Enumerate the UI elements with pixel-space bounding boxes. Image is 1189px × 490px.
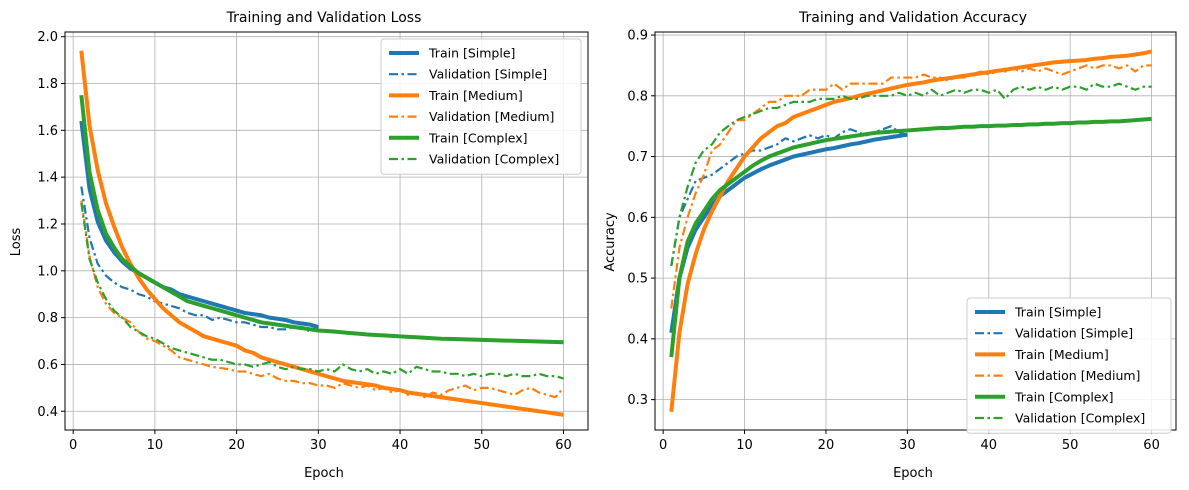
loss-ytick-label: 1.8 (37, 77, 58, 92)
accuracy-chart-xlabel: Epoch (893, 466, 933, 481)
loss-ytick-label: 0.8 (37, 311, 58, 326)
accuracy-chart: Training and Validation Accuracy Epoch A… (603, 10, 1177, 481)
loss-xtick-label: 60 (555, 438, 572, 453)
loss-ytick-label: 0.6 (37, 358, 58, 373)
loss-xtick-label: 10 (147, 438, 164, 453)
loss-ytick-label: 1.6 (37, 124, 58, 139)
accuracy-ytick-label: 0.6 (627, 211, 648, 226)
loss-series-validation-complex (80, 202, 564, 380)
accuracy-legend-label: Train [Medium] (1014, 347, 1109, 362)
accuracy-chart-ylabel: Accuracy (603, 212, 618, 272)
loss-legend-label: Validation [Medium] (429, 109, 554, 124)
loss-xtick-label: 0 (69, 438, 77, 453)
loss-legend-label: Train [Complex] (428, 130, 528, 145)
loss-ytick-label: 1.2 (37, 217, 58, 232)
accuracy-legend-label: Validation [Complex] (1015, 411, 1145, 426)
loss-legend-label: Train [Medium] (428, 88, 523, 103)
loss-xtick-label: 30 (310, 438, 327, 453)
loss-chart-xlabel: Epoch (304, 466, 344, 481)
loss-ytick-label: 0.4 (37, 405, 58, 420)
accuracy-series-train-medium (669, 49, 1153, 412)
loss-series-train-medium (79, 50, 564, 417)
loss-xtick-label: 40 (392, 438, 409, 453)
accuracy-legend-box (966, 297, 1172, 434)
loss-legend-box (380, 38, 582, 175)
accuracy-legend-label: Train [Simple] (1014, 305, 1101, 320)
loss-series-validation-simple (80, 186, 319, 333)
accuracy-plot-frame (654, 31, 1177, 431)
accuracy-grid (655, 32, 1176, 430)
loss-legend-label: Validation [Complex] (429, 152, 559, 167)
accuracy-series-train-complex (669, 116, 1152, 358)
loss-legend: Train [Simple] Validation [Simple] Train [… (380, 38, 582, 175)
accuracy-legend: Train [Simple] Validation [Simple] Train [… (966, 297, 1172, 434)
accuracy-ytick-label: 0.8 (627, 89, 648, 104)
accuracy-series-group (669, 49, 1153, 412)
loss-plot-frame (64, 31, 589, 431)
loss-series-validation-medium (80, 200, 565, 399)
accuracy-xtick-label: 30 (899, 438, 916, 453)
accuracy-ytick-label: 0.7 (627, 150, 648, 165)
accuracy-series-validation-medium (670, 64, 1152, 309)
loss-chart: Training and Validation Loss Epoch Loss … (9, 10, 589, 481)
accuracy-series-train-simple (669, 132, 908, 334)
accuracy-xtick-label: 10 (736, 438, 753, 453)
loss-legend-label: Validation [Simple] (429, 67, 547, 82)
loss-legend-label: Train [Simple] (428, 46, 515, 61)
loss-series-train-complex (79, 94, 564, 345)
accuracy-series-validation-complex (670, 82, 1152, 267)
accuracy-chart-title: Training and Validation Accuracy (798, 10, 1027, 26)
accuracy-legend-label: Train [Complex] (1014, 389, 1114, 404)
loss-chart-ylabel: Loss (9, 228, 24, 257)
accuracy-xtick-label: 60 (1143, 438, 1160, 453)
accuracy-ytick-label: 0.3 (627, 393, 648, 408)
loss-ytick-label: 2.0 (37, 30, 58, 45)
loss-xtick-label: 50 (473, 438, 490, 453)
loss-xtick-label: 20 (228, 438, 245, 453)
loss-ytick-label: 1.0 (37, 264, 58, 279)
accuracy-legend-label: Validation [Medium] (1015, 368, 1140, 383)
accuracy-ytick-label: 0.5 (627, 272, 648, 287)
accuracy-ytick-label: 0.9 (627, 29, 648, 44)
accuracy-xtick-label: 0 (659, 438, 667, 453)
loss-ytick-label: 1.4 (37, 171, 58, 186)
loss-chart-title: Training and Validation Loss (226, 10, 422, 26)
accuracy-xtick-label: 50 (1062, 438, 1079, 453)
accuracy-legend-label: Validation [Simple] (1015, 326, 1133, 341)
accuracy-ticks: 0 10 20 30 40 50 60 0.3 0.4 0.5 0.6 0.7 0.8 0.9 (627, 29, 1160, 453)
loss-series-group (79, 50, 565, 417)
loss-ticks: 0 10 20 30 40 50 60 0.4 0.6 0.8 1.0 1.2 1.4 1.6 1.8 2.0 (37, 30, 571, 453)
accuracy-ytick-label: 0.4 (627, 332, 648, 347)
accuracy-xtick-label: 20 (818, 438, 835, 453)
accuracy-xtick-label: 40 (980, 438, 997, 453)
